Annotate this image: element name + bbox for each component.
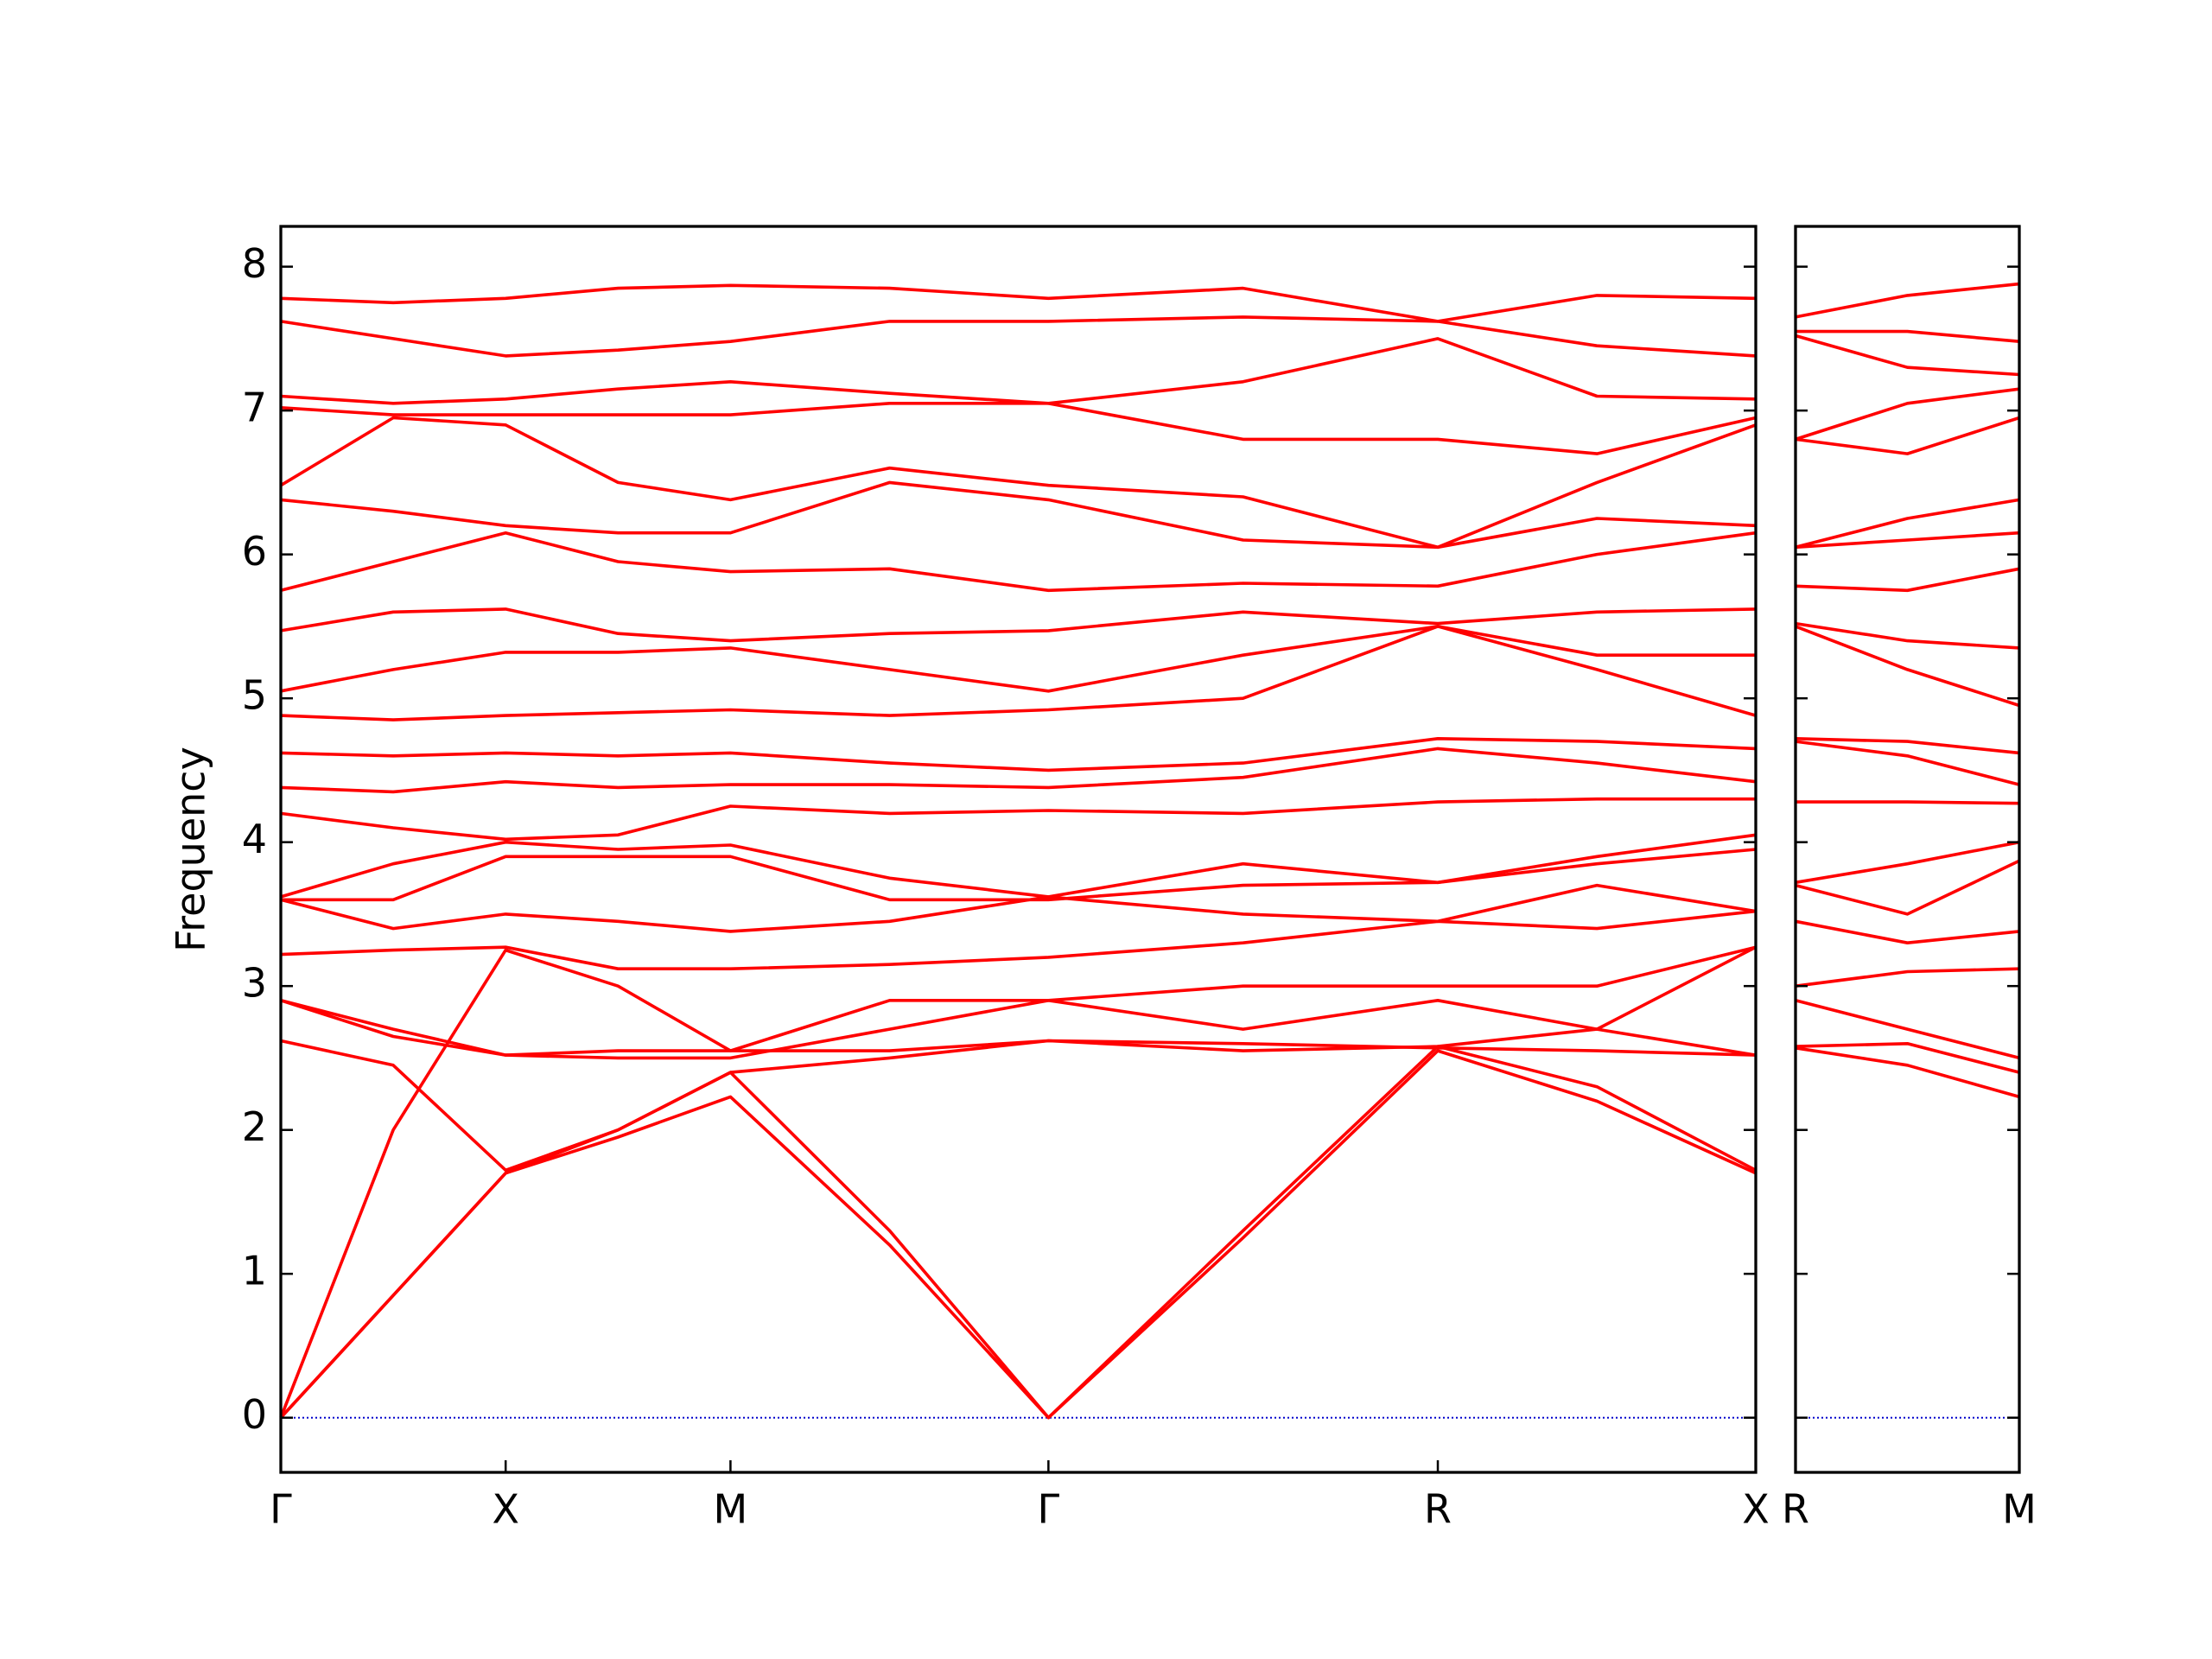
- band-line: [280, 945, 1757, 1057]
- band-line: [280, 737, 1757, 772]
- band-line: [1795, 387, 2020, 442]
- y-tick-label: 2: [242, 1103, 267, 1150]
- x-tick-label: M: [714, 1486, 748, 1533]
- band-line: [280, 945, 1757, 1060]
- x-tick-label: M: [2002, 1486, 2037, 1533]
- band-line: [1795, 859, 2020, 916]
- band-line: [1795, 999, 2020, 1060]
- plot-frame: [1794, 225, 2021, 1474]
- y-tick-label: 7: [242, 385, 267, 431]
- band-line: [1795, 498, 2020, 550]
- y-tick-label: 4: [242, 816, 267, 862]
- band-line: [280, 1027, 1757, 1173]
- band-line: [1795, 737, 2020, 755]
- band-line: [1795, 282, 2020, 319]
- y-tick-label: 5: [242, 672, 267, 719]
- band-line: [280, 480, 1757, 550]
- band-line: [280, 625, 1756, 693]
- y-tick-label: 0: [242, 1391, 267, 1438]
- band-line: [280, 883, 1757, 933]
- band-line: [279, 1045, 1757, 1420]
- x-tick-label: R: [1782, 1486, 1809, 1533]
- band-line: [280, 531, 1757, 593]
- band-line: [279, 948, 1757, 1419]
- band-line: [280, 283, 1757, 323]
- band-line: [1796, 800, 2020, 805]
- band-line: [280, 833, 1757, 899]
- band-line: [1795, 567, 2020, 593]
- band-line: [280, 315, 1757, 358]
- band-line: [280, 909, 1757, 970]
- plot-frame: [279, 225, 1758, 1474]
- band-line: [1795, 416, 2020, 455]
- y-tick-label: 6: [242, 528, 267, 575]
- band-line: [280, 607, 1757, 643]
- band-line: [280, 337, 1757, 405]
- x-tick-label: Γ: [270, 1486, 292, 1533]
- band-line: [1795, 740, 2020, 786]
- band-line: [281, 848, 1757, 902]
- x-tick-label: X: [1742, 1486, 1770, 1533]
- band-line: [280, 402, 1757, 455]
- y-tick-label: 1: [242, 1248, 267, 1294]
- band-line: [1795, 625, 2020, 708]
- band-line: [1795, 1042, 2020, 1074]
- y-tick-label: 3: [242, 960, 267, 1007]
- band-line: [1795, 621, 2020, 650]
- x-tick-label: X: [492, 1486, 519, 1533]
- band-line: [1795, 1046, 2020, 1099]
- band-line: [280, 747, 1757, 794]
- x-tick-label: Γ: [1038, 1486, 1060, 1533]
- band-line: [280, 625, 1757, 721]
- band-line: [279, 1049, 1757, 1420]
- band-line: [280, 797, 1756, 842]
- band-line: [280, 416, 1757, 550]
- y-axis-label: Frequency: [168, 747, 214, 952]
- band-line: [1795, 967, 2020, 988]
- band-line: [1795, 840, 2020, 885]
- band-line: [1795, 334, 2020, 377]
- y-tick-label: 8: [242, 240, 267, 287]
- band-line: [1795, 531, 2020, 550]
- x-tick-label: R: [1424, 1486, 1452, 1533]
- band-line: [1795, 919, 2020, 944]
- band-line: [1796, 329, 2020, 343]
